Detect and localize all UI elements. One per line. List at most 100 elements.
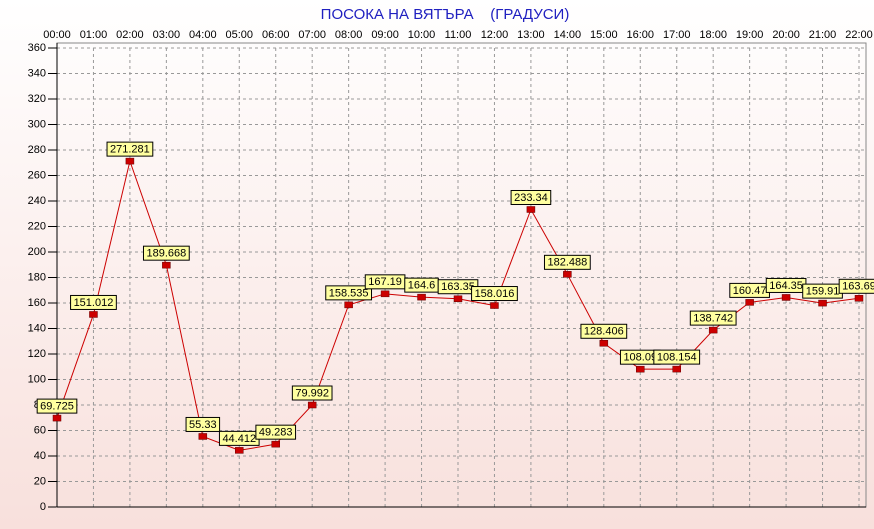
y-tick-label: 20 <box>34 475 46 487</box>
y-tick-label: 320 <box>28 93 46 105</box>
x-tick-label: 15:00 <box>590 29 618 41</box>
value-label-box <box>653 349 701 365</box>
x-tick-label: 00:00 <box>43 29 71 41</box>
y-tick-label: 300 <box>28 118 46 130</box>
y-tick-label: 100 <box>28 373 46 385</box>
data-marker <box>417 293 426 301</box>
data-marker <box>271 440 280 448</box>
value-label-box <box>838 278 874 294</box>
y-tick-label: 340 <box>28 67 46 79</box>
value-label-box <box>185 416 221 432</box>
x-tick-label: 14:00 <box>554 29 582 41</box>
value-label-box <box>580 323 628 339</box>
value-label-box <box>543 254 591 270</box>
y-tick-label: 40 <box>34 450 46 462</box>
y-tick-label: 280 <box>28 144 46 156</box>
value-label-box <box>689 310 737 326</box>
data-marker <box>125 157 135 165</box>
x-tick-label: 11:00 <box>445 29 472 41</box>
value-label: 151.012 <box>74 297 114 309</box>
value-label: 79.992 <box>295 387 329 399</box>
x-tick-label: 08:00 <box>335 29 363 41</box>
data-marker <box>235 447 244 454</box>
x-tick-label: 09:00 <box>371 29 399 41</box>
value-label: 49.283 <box>259 427 293 439</box>
value-label: 189.668 <box>146 248 186 260</box>
data-marker <box>453 295 463 302</box>
x-tick-label: 12:00 <box>481 29 509 41</box>
data-marker <box>636 365 645 373</box>
value-label: 182.488 <box>547 257 587 269</box>
value-label: 128.406 <box>584 326 624 338</box>
data-marker <box>526 206 536 213</box>
value-label: 108.09 <box>623 352 657 364</box>
x-tick-label: 04:00 <box>189 29 217 41</box>
x-tick-label: 19:00 <box>736 29 764 41</box>
x-tick-label: 13:00 <box>517 29 545 41</box>
value-label: 167.19 <box>368 276 402 288</box>
value-label: 163.35 <box>441 281 475 293</box>
x-tick-label: 10:00 <box>408 29 436 41</box>
data-marker <box>344 301 353 309</box>
x-tick-label: 06:00 <box>262 29 290 41</box>
value-label: 163.69 <box>842 281 874 293</box>
y-tick-label: 120 <box>28 348 46 360</box>
y-tick-label: 220 <box>28 220 46 232</box>
value-label: 271.281 <box>110 144 150 156</box>
x-tick-label: 20:00 <box>772 29 800 41</box>
value-label: 138.742 <box>693 313 733 325</box>
data-marker <box>380 290 390 298</box>
data-marker <box>818 299 827 307</box>
value-label: 108.154 <box>657 352 697 364</box>
value-label: 164.35 <box>769 280 803 292</box>
x-tick-label: 05:00 <box>226 29 254 41</box>
value-label-box <box>291 385 333 401</box>
data-marker <box>198 433 208 440</box>
value-label: 69.725 <box>40 401 74 413</box>
chart-title: ПОСОКА НА ВЯТЪРА (ГРАДУСИ) <box>321 6 570 23</box>
value-label: 159.91 <box>806 286 840 298</box>
x-tick-label: 18:00 <box>699 29 727 41</box>
value-label-box <box>70 294 117 310</box>
value-label-box <box>142 245 190 261</box>
value-label-box <box>106 141 154 157</box>
y-tick-label: 0 <box>40 501 46 513</box>
value-label-box <box>255 424 297 440</box>
x-tick-label: 03:00 <box>153 29 181 41</box>
data-marker <box>599 340 609 347</box>
value-label: 55.33 <box>189 419 217 431</box>
value-label-box <box>510 189 552 205</box>
y-tick-label: 160 <box>28 297 46 309</box>
y-tick-label: 180 <box>28 271 46 283</box>
value-label-box <box>325 285 373 301</box>
value-label: 158.535 <box>329 287 369 299</box>
data-marker <box>563 271 572 278</box>
data-marker <box>490 302 499 309</box>
data-marker <box>708 326 718 334</box>
x-tick-label: 17:00 <box>663 29 691 41</box>
value-label-box <box>471 286 518 302</box>
x-tick-label: 21:00 <box>809 29 837 41</box>
data-marker <box>307 401 317 409</box>
x-tick-label: 22:00 <box>845 29 873 41</box>
data-marker <box>672 365 681 373</box>
value-label: 44.412 <box>222 433 256 445</box>
data-marker <box>781 294 791 301</box>
value-label-box <box>36 398 78 414</box>
y-tick-label: 240 <box>28 195 46 207</box>
y-tick-label: 360 <box>28 42 46 54</box>
data-marker <box>89 311 98 318</box>
data-marker <box>745 299 754 306</box>
y-tick-label: 260 <box>28 169 46 181</box>
x-tick-label: 16:00 <box>627 29 655 41</box>
x-tick-label: 07:00 <box>298 29 326 41</box>
value-label: 233.34 <box>514 192 548 204</box>
y-tick-label: 140 <box>28 322 46 334</box>
data-marker <box>854 295 864 302</box>
value-label: 158.016 <box>475 288 515 300</box>
value-label: 160.47 <box>733 285 767 297</box>
y-tick-label: 60 <box>34 424 46 436</box>
x-tick-label: 02:00 <box>116 29 144 41</box>
